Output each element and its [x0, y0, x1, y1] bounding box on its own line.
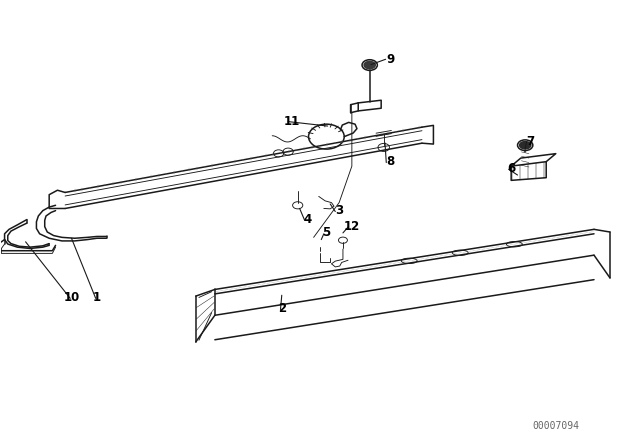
Text: 3: 3: [335, 204, 343, 217]
Text: 12: 12: [344, 220, 360, 233]
Text: 00007094: 00007094: [532, 421, 579, 431]
Text: 11: 11: [283, 115, 300, 128]
Text: 9: 9: [386, 53, 394, 66]
Text: 7: 7: [526, 135, 534, 148]
Circle shape: [519, 141, 532, 150]
Text: 4: 4: [303, 213, 312, 226]
Text: 8: 8: [386, 155, 394, 168]
Text: 10: 10: [63, 291, 79, 304]
Text: 2: 2: [278, 302, 286, 315]
Text: 6: 6: [507, 162, 515, 175]
Text: 1: 1: [93, 291, 101, 304]
Circle shape: [364, 60, 376, 69]
Text: 5: 5: [323, 226, 330, 239]
